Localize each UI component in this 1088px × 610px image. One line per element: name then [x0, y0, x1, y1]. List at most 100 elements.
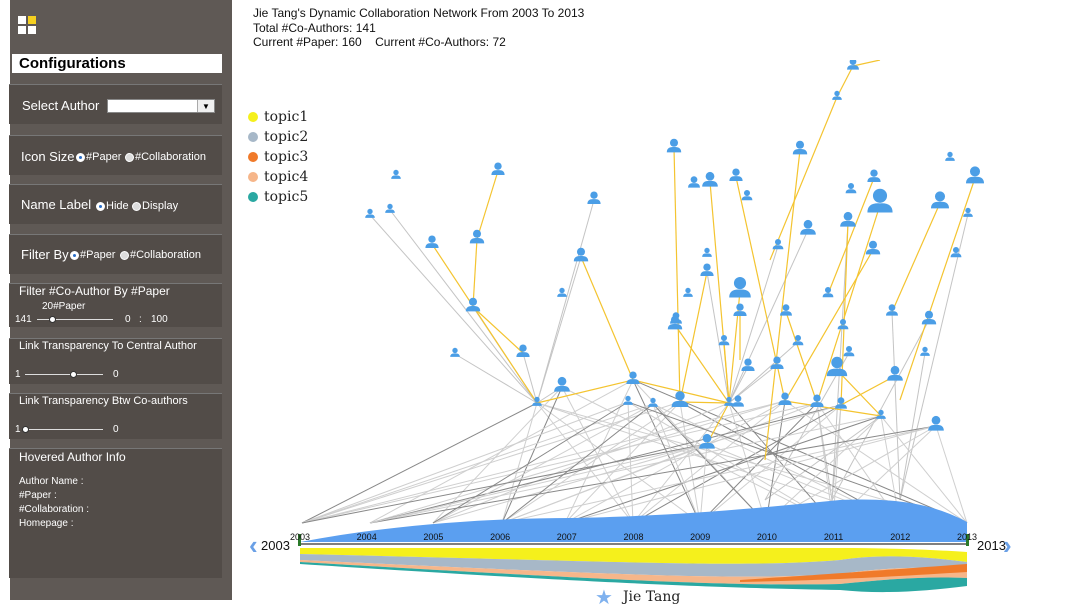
- author-node[interactable]: [826, 356, 848, 377]
- author-node[interactable]: [425, 235, 439, 248]
- author-node[interactable]: [832, 90, 842, 100]
- author-node[interactable]: [450, 347, 460, 357]
- legend-item-topic4[interactable]: topic4: [248, 167, 308, 187]
- author-node[interactable]: [469, 229, 485, 244]
- icon-size-collab-option[interactable]: #Collaboration: [125, 151, 206, 163]
- author-node[interactable]: [391, 169, 401, 179]
- author-node[interactable]: [718, 335, 730, 346]
- author-node[interactable]: [741, 358, 755, 371]
- author-node[interactable]: [626, 371, 640, 384]
- author-node[interactable]: [792, 140, 808, 155]
- author-node[interactable]: [554, 376, 570, 392]
- prev-year-icon[interactable]: ‹: [249, 530, 258, 560]
- author-node[interactable]: [729, 168, 743, 181]
- author-node[interactable]: [822, 287, 834, 298]
- name-label-display-option[interactable]: Display: [132, 200, 178, 212]
- author-node[interactable]: [966, 166, 984, 184]
- filter-coauthor-label: Filter #Co-Author By #Paper: [19, 284, 170, 298]
- filter-by-paper-option[interactable]: #Paper: [70, 249, 115, 261]
- author-node[interactable]: [465, 297, 481, 312]
- legend-item-topic1[interactable]: topic1: [248, 107, 308, 127]
- author-node[interactable]: [950, 247, 962, 258]
- radio-icon[interactable]: [96, 201, 105, 211]
- central-author[interactable]: ★ Jie Tang: [595, 585, 680, 609]
- author-node[interactable]: [792, 335, 804, 346]
- chevron-down-icon[interactable]: ▼: [197, 100, 214, 112]
- radio-icon[interactable]: [70, 250, 79, 260]
- timeline-link: [369, 443, 708, 524]
- author-node[interactable]: [840, 211, 856, 227]
- author-node[interactable]: [732, 395, 744, 407]
- author-node[interactable]: [837, 319, 849, 330]
- author-node[interactable]: [921, 310, 937, 325]
- author-node[interactable]: [963, 207, 973, 217]
- author-node[interactable]: [928, 415, 944, 431]
- coauthor-link: [728, 245, 779, 404]
- author-node[interactable]: [491, 162, 505, 175]
- author-node[interactable]: [365, 208, 375, 218]
- person-icon-body: [557, 293, 567, 297]
- author-node[interactable]: [724, 396, 734, 406]
- author-node[interactable]: [623, 395, 633, 405]
- author-node[interactable]: [845, 183, 857, 194]
- name-label-hide-option[interactable]: Hide: [96, 200, 129, 212]
- author-node[interactable]: [702, 171, 718, 187]
- legend-item-topic3[interactable]: topic3: [248, 147, 308, 167]
- filter-slider-knob[interactable]: [49, 316, 57, 323]
- radio-icon[interactable]: [76, 152, 85, 162]
- author-node[interactable]: [931, 191, 949, 209]
- author-node[interactable]: [702, 247, 712, 257]
- author-node[interactable]: [867, 188, 893, 213]
- radio-icon[interactable]: [120, 250, 129, 260]
- sidebar-toggle-icon[interactable]: [18, 16, 38, 36]
- link-btw-slider-track[interactable]: [25, 429, 103, 430]
- author-node[interactable]: [741, 190, 753, 201]
- author-node[interactable]: [800, 219, 816, 235]
- author-node[interactable]: [843, 346, 855, 357]
- author-node[interactable]: [700, 263, 714, 276]
- author-node[interactable]: [876, 409, 886, 419]
- author-node[interactable]: [648, 397, 658, 407]
- author-node[interactable]: [666, 138, 682, 153]
- author-node[interactable]: [886, 304, 898, 316]
- author-node[interactable]: [772, 239, 784, 250]
- author-node[interactable]: [557, 287, 567, 297]
- author-node[interactable]: [573, 247, 589, 262]
- author-node[interactable]: [683, 287, 693, 297]
- radio-icon[interactable]: [125, 152, 134, 162]
- author-node[interactable]: [835, 397, 847, 409]
- author-node[interactable]: [920, 346, 930, 356]
- author-node[interactable]: [729, 277, 751, 298]
- legend-item-topic2[interactable]: topic2: [248, 127, 308, 147]
- author-node[interactable]: [780, 304, 792, 316]
- author-node[interactable]: [385, 203, 395, 213]
- filter-slider-track[interactable]: [37, 319, 113, 320]
- icon-size-paper-option[interactable]: #Paper: [76, 151, 121, 163]
- link-btw-slider-knob[interactable]: [22, 426, 29, 433]
- link-central-slider-knob[interactable]: [70, 371, 78, 378]
- author-node[interactable]: [945, 151, 955, 161]
- link-central-slider-track[interactable]: [25, 374, 103, 375]
- select-author-dropdown[interactable]: ▼: [107, 99, 215, 113]
- filter-by-collab-option[interactable]: #Collaboration: [120, 249, 201, 261]
- author-node[interactable]: [587, 191, 601, 204]
- author-node[interactable]: [867, 169, 881, 182]
- author-node[interactable]: [778, 392, 792, 405]
- author-node[interactable]: [532, 396, 542, 406]
- author-node[interactable]: [865, 240, 881, 255]
- start-handle[interactable]: [298, 534, 301, 546]
- author-node[interactable]: [810, 394, 824, 407]
- author-node[interactable]: [847, 60, 859, 70]
- legend-item-topic5[interactable]: topic5: [248, 187, 308, 207]
- author-node[interactable]: [671, 391, 689, 408]
- next-year-icon[interactable]: ›: [1003, 530, 1012, 560]
- author-node[interactable]: [688, 176, 700, 188]
- end-handle[interactable]: [966, 534, 969, 546]
- author-node[interactable]: [770, 356, 784, 369]
- author-node[interactable]: [699, 433, 715, 449]
- author-node[interactable]: [887, 365, 903, 381]
- author-node[interactable]: [516, 344, 530, 357]
- author-node[interactable]: [667, 315, 683, 330]
- author-node[interactable]: [733, 303, 747, 316]
- radio-icon[interactable]: [132, 201, 141, 211]
